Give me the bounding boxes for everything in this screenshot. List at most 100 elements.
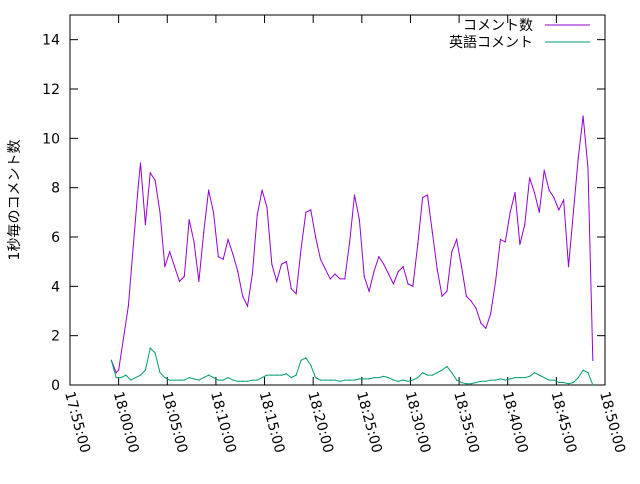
y-axis: 0 2 4 6 8 10 12 14 xyxy=(42,33,605,394)
x-tick-label: 18:30:00 xyxy=(402,390,434,455)
data-point xyxy=(290,288,292,290)
data-point xyxy=(178,280,181,282)
data-point xyxy=(358,219,360,221)
data-point xyxy=(529,375,531,377)
data-point xyxy=(344,379,346,381)
data-point xyxy=(533,372,536,374)
data-point xyxy=(378,256,380,258)
data-point xyxy=(587,167,589,169)
data-point xyxy=(563,199,565,201)
data-point xyxy=(173,266,176,268)
x-tick-label: 18:10:00 xyxy=(207,390,239,455)
data-point xyxy=(451,251,453,253)
data-point xyxy=(499,378,502,380)
data-point xyxy=(514,192,516,194)
data-point xyxy=(154,179,156,181)
data-point xyxy=(188,377,190,379)
data-point xyxy=(198,379,200,381)
data-point xyxy=(402,379,404,381)
y-tick-label: 6 xyxy=(51,230,60,246)
data-point xyxy=(538,374,540,376)
data-point xyxy=(582,115,584,117)
data-point xyxy=(310,364,312,366)
data-point xyxy=(227,377,229,379)
data-point xyxy=(222,258,224,260)
data-point xyxy=(524,224,526,226)
series-1 xyxy=(110,115,594,374)
x-tick-label: 18:20:00 xyxy=(304,390,336,455)
data-point xyxy=(490,312,492,315)
data-point xyxy=(470,383,472,385)
data-point xyxy=(169,251,171,253)
data-point xyxy=(577,377,579,379)
data-point xyxy=(577,157,579,159)
data-point xyxy=(251,273,253,275)
data-point xyxy=(417,377,419,379)
data-point xyxy=(422,372,424,374)
data-point xyxy=(154,352,156,354)
data-point xyxy=(572,381,574,384)
data-point xyxy=(368,290,370,292)
data-point xyxy=(373,377,375,379)
data-point xyxy=(499,238,502,241)
series-2 xyxy=(110,346,594,386)
data-point xyxy=(183,275,185,278)
data-point xyxy=(198,280,200,282)
legend-label-1: コメント数 xyxy=(463,18,533,34)
data-point xyxy=(271,263,273,265)
data-point xyxy=(276,374,278,376)
data-point xyxy=(538,211,540,213)
data-point xyxy=(212,377,215,379)
data-point xyxy=(456,379,458,381)
y-tick-label: 12 xyxy=(42,82,60,98)
data-point xyxy=(334,379,336,381)
data-point xyxy=(353,379,356,381)
data-point xyxy=(426,374,429,376)
y-tick-label: 14 xyxy=(42,33,60,49)
data-point xyxy=(295,374,297,376)
data-point xyxy=(164,377,166,379)
data-point xyxy=(137,187,139,189)
data-point xyxy=(387,273,390,275)
data-point xyxy=(149,347,151,349)
data-point xyxy=(529,177,531,179)
data-point xyxy=(300,359,302,361)
data-point xyxy=(456,238,458,241)
data-point xyxy=(144,224,146,226)
data-point xyxy=(353,194,356,196)
data-point xyxy=(485,327,487,329)
data-point xyxy=(460,381,463,384)
data-point xyxy=(392,379,395,381)
data-point xyxy=(451,372,453,374)
data-point xyxy=(319,379,322,381)
data-point xyxy=(188,219,190,221)
legend-label-2: 英語コメント xyxy=(449,34,533,51)
data-point xyxy=(490,379,492,381)
data-point xyxy=(110,359,112,361)
series-line-2 xyxy=(110,346,594,386)
data-point xyxy=(246,305,249,307)
data-point xyxy=(480,380,482,382)
data-point xyxy=(305,357,307,359)
data-point xyxy=(494,280,497,282)
data-point xyxy=(465,383,467,385)
x-tick-label: 18:50:00 xyxy=(596,390,628,455)
data-point xyxy=(266,206,268,208)
x-tick-label: 18:45:00 xyxy=(547,390,579,455)
data-point xyxy=(548,379,550,381)
data-point xyxy=(397,270,399,273)
data-point xyxy=(480,322,482,324)
data-point xyxy=(159,211,161,213)
data-point xyxy=(242,380,244,382)
data-point xyxy=(431,231,433,233)
data-point xyxy=(144,369,146,371)
data-point xyxy=(242,295,244,297)
data-point xyxy=(358,378,360,380)
data-point xyxy=(514,377,516,379)
data-point xyxy=(392,283,395,285)
data-point xyxy=(558,381,560,384)
data-point xyxy=(465,295,467,297)
data-point xyxy=(203,377,205,379)
data-point xyxy=(563,381,565,384)
data-point xyxy=(422,196,424,199)
